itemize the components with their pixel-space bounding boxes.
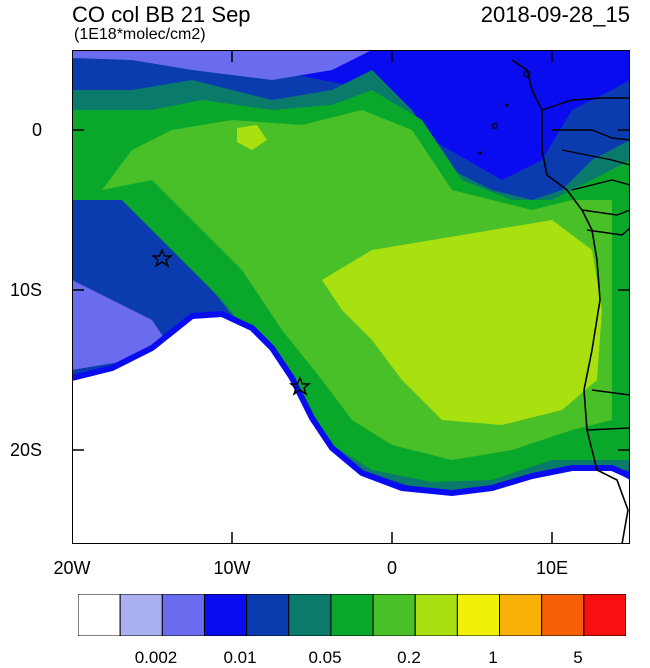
co-band-light (72, 50, 372, 80)
colorbar-swatch-0 (78, 594, 121, 636)
colorbar-swatch-7 (372, 594, 416, 636)
colorbar-label-1: 1 (488, 648, 498, 667)
colorbar-label-005: 0.05 (308, 648, 342, 667)
lat-label-0: 0 (31, 120, 42, 140)
island-sao-tome (491, 122, 499, 130)
colorbar-swatch-9 (456, 594, 501, 636)
colorbar-label-02: 0.2 (397, 648, 421, 667)
map-plot (72, 50, 630, 544)
lon-label-0: 0 (386, 558, 397, 578)
colorbar-swatch-2 (161, 594, 205, 636)
island-principe (505, 103, 509, 107)
plot-title: CO col BB 21 Sep (72, 2, 251, 27)
co-band-yellow-green-north (237, 125, 267, 150)
lat-label-20s: 20S (9, 440, 42, 460)
colorbar-swatch-12 (583, 594, 626, 636)
country-borders (541, 97, 630, 431)
colorbar-swatch-11 (541, 594, 585, 636)
lon-label-10e: 10E (535, 558, 569, 578)
star-marker-west (151, 248, 173, 268)
colorbar-swatch-3 (203, 594, 248, 636)
africa-coastline (511, 59, 629, 544)
colorbar-swatch-5 (288, 594, 332, 636)
colorbar-swatch-8 (414, 594, 458, 636)
colorbar-label-0002: 0.002 (134, 648, 178, 667)
lat-label-10s: 10S (9, 280, 42, 300)
colorbar-label-001: 0.01 (223, 648, 257, 667)
no-data-region (72, 316, 630, 544)
colorbar-swatch-4 (246, 594, 290, 636)
colorbar-swatch-1 (119, 594, 163, 636)
timestamp-label: 2018-09-28_15 (480, 2, 630, 27)
co-band-blue (72, 50, 630, 180)
colorbar-label-5: 5 (573, 648, 583, 667)
lon-ticks (231, 50, 553, 544)
lon-label-20w: 20W (53, 558, 91, 578)
colorbar-swatch-6 (330, 594, 374, 636)
lat-ticks (72, 129, 630, 451)
co-band-yellow-green (322, 220, 602, 425)
units-label: (1E18*molec/cm2) (74, 26, 206, 43)
star-marker-coast (289, 376, 311, 396)
no-data-blue-edge (72, 310, 630, 497)
island-annobon (478, 151, 482, 155)
lon-label-10w: 10W (213, 558, 251, 578)
colorbar-swatch-10 (499, 594, 543, 636)
island-bioko (523, 70, 531, 78)
colorbar (78, 594, 626, 636)
